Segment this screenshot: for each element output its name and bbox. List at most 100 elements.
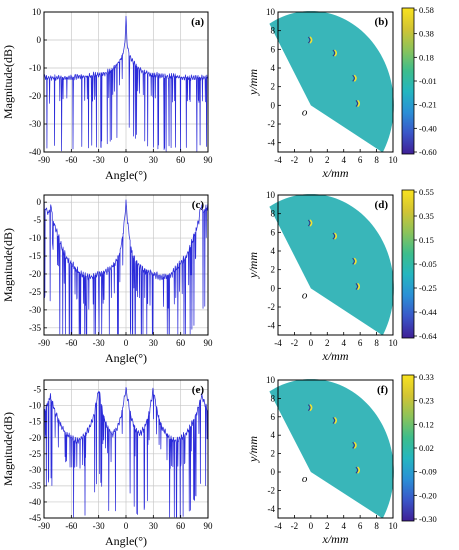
y-tick-label: 8 <box>271 209 276 219</box>
x-tick-label: 4 <box>341 155 346 165</box>
x-tick-label: 0 <box>309 521 314 531</box>
target-echo-bright <box>356 466 361 474</box>
x-tick-label: -30 <box>93 155 105 165</box>
x-tick-label: -90 <box>38 155 50 165</box>
colorbar-tick-label: 0.15 <box>419 235 434 245</box>
y-tick-label: 0 <box>37 35 42 45</box>
y-tick-label: -10 <box>29 401 41 411</box>
x-tick-label: 60 <box>176 521 186 531</box>
y-tick-label: 6 <box>271 44 276 54</box>
y-tick-label: -4 <box>268 138 276 148</box>
y-tick-label: -20 <box>29 269 41 279</box>
y-tick-label: -25 <box>29 449 41 459</box>
y-tick-label: -5 <box>34 215 42 225</box>
colorbar-tick-label: -0.64 <box>419 331 437 341</box>
origin-label: o <box>302 106 308 118</box>
colorbar-tick-label: -0.20 <box>419 490 437 500</box>
series-line <box>43 15 209 152</box>
panel-label: (f) <box>377 384 388 396</box>
y-tick-label: 2 <box>271 82 276 92</box>
y-tick-label: -25 <box>29 287 41 297</box>
x-tick-label: -4 <box>274 338 282 348</box>
target-echo-dark <box>332 232 336 240</box>
target-echo-dark <box>332 417 336 424</box>
y-tick-label: 6 <box>271 412 276 422</box>
map-panel-1: -4 -2 0 2 4 6 8 10 10 8 6 4 2 0 -2 -4 o x/mm y/mm (d) 0.55 0.… <box>246 187 437 363</box>
x-tick-label: -4 <box>274 155 282 165</box>
y-tick-label: -15 <box>29 251 41 261</box>
origin-label: o <box>302 473 308 485</box>
colorbar-tick-label: -0.09 <box>419 467 437 477</box>
x-tick-label: 60 <box>176 338 186 348</box>
x-tick-label: -60 <box>65 521 77 531</box>
target-echo-dark <box>307 36 311 44</box>
line-chart-0: -90 -60 -30 0 30 60 90 10 0 -10 -20 -30 -40 Angle(°) M… <box>1 7 213 182</box>
x-tick-label: -90 <box>38 338 50 348</box>
y-axis-label: y/mm <box>246 69 260 96</box>
line-chart-2: -90 -60 -30 0 30 60 90 -5 -10 -15 -20 -25 -30 -35 -40 -… <box>1 379 213 548</box>
colorbar-tick-label: -0.25 <box>419 283 437 293</box>
colorbar <box>401 189 415 339</box>
target-echo-bright <box>309 36 313 44</box>
plot-frame <box>277 379 394 519</box>
x-tick-label: 8 <box>374 155 379 165</box>
target-echo-dark <box>355 283 359 290</box>
y-tick-label: 4 <box>271 63 276 73</box>
x-tick-label: 90 <box>204 338 214 348</box>
y-tick-label: 0 <box>271 100 276 110</box>
colorbar-tick-label: 0.55 <box>419 187 434 197</box>
y-tick-label: 0 <box>271 283 276 293</box>
x-tick-label: 10 <box>389 155 399 165</box>
target-echo-dark <box>352 441 355 449</box>
x-tick-label: 0 <box>124 155 129 165</box>
x-tick-label: -60 <box>65 155 77 165</box>
sector-image <box>269 11 394 153</box>
x-tick-label: 4 <box>341 521 346 531</box>
x-tick-label: -60 <box>65 338 77 348</box>
x-tick-label: 10 <box>389 338 399 348</box>
x-tick-label: 0 <box>124 338 129 348</box>
origin-label: o <box>302 289 308 301</box>
y-tick-label: -2 <box>268 485 276 495</box>
x-tick-label: 10 <box>389 521 399 531</box>
panel-label: (e) <box>192 384 205 396</box>
x-axis-label: x/mm <box>322 349 349 363</box>
y-tick-label: -20 <box>29 91 41 101</box>
y-axis-label: Magnitude(dB) <box>1 45 15 119</box>
x-tick-label: 6 <box>358 155 363 165</box>
x-tick-label: 2 <box>325 521 330 531</box>
y-axis-label: Magnitude(dB) <box>1 228 15 302</box>
x-axis-label: x/mm <box>322 166 349 180</box>
x-tick-label: -4 <box>274 521 282 531</box>
target-echo-bright <box>356 282 361 291</box>
target-echo-bright <box>353 257 357 265</box>
target-echo-dark <box>352 74 355 82</box>
y-tick-label: -40 <box>29 147 41 157</box>
y-tick-label: 8 <box>271 26 276 36</box>
target-echo-bright <box>309 403 313 412</box>
y-tick-label: 10 <box>266 375 276 385</box>
target-echo-dark <box>355 100 359 107</box>
colorbar-tick-label: -0.21 <box>419 100 437 110</box>
y-axis-label: Magnitude(dB) <box>1 412 15 486</box>
target-echo-dark <box>355 466 359 474</box>
y-tick-label: 0 <box>37 197 42 207</box>
colorbar-tick-label: 0.18 <box>419 52 434 62</box>
panel-label: (b) <box>375 16 389 28</box>
x-tick-label: 6 <box>358 521 363 531</box>
x-tick-label: 0 <box>309 338 314 348</box>
x-axis-label: x/mm <box>322 532 349 546</box>
x-tick-label: 6 <box>358 338 363 348</box>
y-tick-label: 4 <box>271 246 276 256</box>
y-tick-label: -30 <box>29 465 41 475</box>
y-tick-label: -30 <box>29 305 41 315</box>
y-tick-label: -15 <box>29 417 41 427</box>
target-echo-bright <box>333 49 338 57</box>
colorbar-tick-label: -0.44 <box>419 307 437 317</box>
y-axis-label: y/mm <box>246 252 260 279</box>
colorbar <box>401 7 415 155</box>
y-tick-label: -20 <box>29 433 41 443</box>
y-tick-label: -35 <box>29 481 41 491</box>
series-line <box>43 387 209 518</box>
